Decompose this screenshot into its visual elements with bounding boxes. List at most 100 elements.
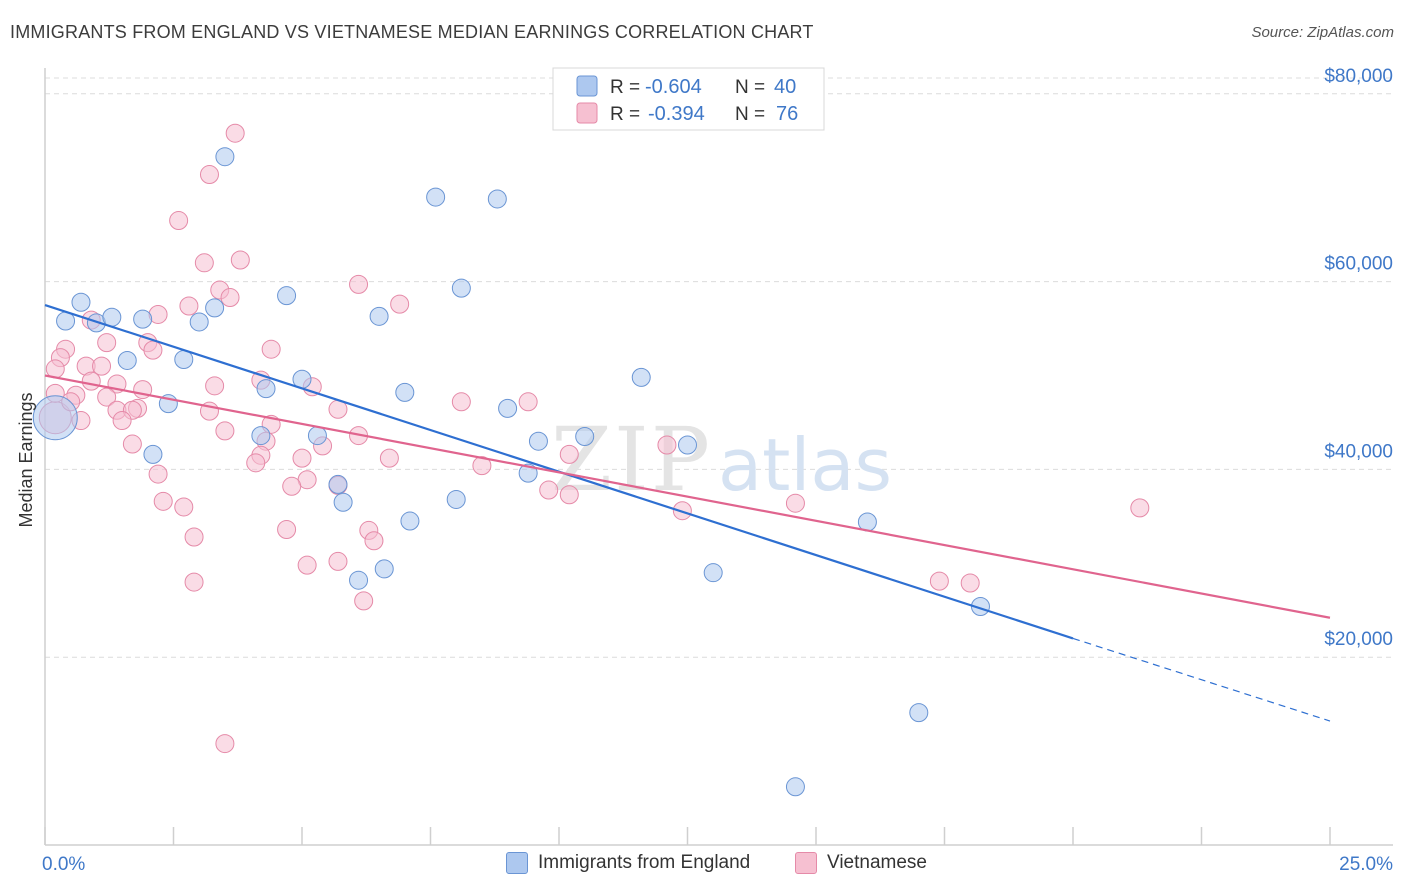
- data-point-vietnamese: [179, 296, 199, 316]
- data-point-england: [374, 559, 394, 579]
- legend-item-england[interactable]: Immigrants from England: [506, 852, 750, 874]
- data-point-england: [575, 427, 595, 447]
- data-point-vietnamese: [472, 456, 492, 476]
- data-point-vietnamese: [354, 591, 374, 611]
- data-point-england: [426, 187, 446, 207]
- data-point-vietnamese: [225, 123, 245, 143]
- watermark: ZIP atlas: [551, 408, 892, 511]
- tick-labels: $20,000 $40,000 $60,000 $80,000 0.0% 25.0%: [42, 66, 1393, 875]
- data-point-england: [631, 367, 651, 387]
- axes: [44, 68, 1393, 846]
- data-point-vietnamese: [148, 464, 168, 484]
- y-tick-label: $40,000: [1324, 441, 1393, 462]
- data-point-england: [349, 570, 369, 590]
- y-axis-title: Median Earnings: [16, 392, 36, 527]
- data-point-vietnamese: [174, 497, 194, 517]
- data-point-england: [528, 431, 548, 451]
- data-point-vietnamese: [277, 519, 297, 539]
- data-point-vietnamese: [559, 485, 579, 505]
- stats-legend-n-label-vietnamese: N =: [735, 104, 765, 125]
- data-point-vietnamese: [112, 411, 132, 431]
- stats-legend-r-label-vietnamese: R =: [610, 104, 640, 125]
- data-point-england: [498, 398, 518, 418]
- data-point-vietnamese: [364, 531, 384, 551]
- data-point-vietnamese: [246, 453, 266, 473]
- trend-line-vietnamese: [44, 374, 1331, 619]
- data-point-england: [307, 426, 327, 446]
- stats-legend-r-value-england: -0.604: [645, 76, 702, 98]
- data-point-england: [277, 286, 297, 306]
- data-point-vietnamese: [1130, 498, 1150, 518]
- data-point-england: [133, 309, 153, 329]
- data-point-vietnamese: [390, 294, 410, 314]
- data-point-vietnamese: [451, 392, 471, 412]
- legend-item-vietnamese[interactable]: Vietnamese: [795, 852, 927, 874]
- data-point-england: [678, 435, 697, 455]
- data-point-vietnamese: [169, 211, 189, 231]
- data-point-vietnamese: [184, 527, 204, 547]
- stats-legend-swatch-vietnamese: [576, 102, 598, 124]
- data-point-england: [189, 312, 209, 332]
- y-tick-label: $80,000: [1324, 66, 1393, 87]
- data-point-england: [400, 511, 420, 531]
- stats-legend-box: [552, 67, 825, 131]
- data-point-vietnamese: [220, 288, 240, 308]
- data-point-vietnamese: [143, 340, 163, 360]
- data-point-england: [703, 563, 723, 583]
- data-point-vietnamese: [960, 573, 980, 593]
- y-tick-label: $20,000: [1324, 629, 1393, 650]
- data-point-vietnamese: [122, 434, 142, 454]
- x-tick-label-min: 0.0%: [42, 854, 85, 875]
- data-point-england: [369, 306, 389, 326]
- legend-swatch-vietnamese: [795, 852, 817, 874]
- data-point-vietnamese: [657, 435, 677, 455]
- data-point-vietnamese: [785, 493, 805, 513]
- stats-legend-r-value-vietnamese: -0.394: [648, 103, 705, 125]
- stats-legend: R = -0.604 N = 40 R = -0.394 N = 76: [552, 67, 825, 131]
- stats-legend-n-value-england: 40: [774, 76, 796, 98]
- data-point-england: [32, 395, 78, 441]
- data-point-vietnamese: [215, 734, 235, 754]
- data-point-england: [251, 426, 271, 446]
- data-point-vietnamese: [261, 339, 281, 359]
- data-point-vietnamese: [97, 333, 117, 353]
- data-point-vietnamese: [230, 250, 250, 270]
- data-point-vietnamese: [559, 444, 579, 464]
- stats-legend-n-value-vietnamese: 76: [776, 103, 798, 125]
- data-point-vietnamese: [328, 551, 348, 571]
- data-point-vietnamese: [297, 555, 317, 575]
- data-point-vietnamese: [518, 392, 538, 412]
- data-point-vietnamese: [349, 274, 369, 294]
- data-point-england: [909, 703, 929, 723]
- trend-line-england-extrapolated: [1072, 637, 1331, 722]
- data-point-vietnamese: [199, 165, 219, 185]
- data-point-vietnamese: [282, 476, 302, 496]
- series-legend: Immigrants from England Vietnamese: [0, 850, 1406, 880]
- data-point-england: [205, 298, 225, 318]
- data-point-vietnamese: [292, 448, 312, 468]
- source-label: Source: ZipAtlas.com: [1251, 24, 1394, 41]
- data-point-england: [518, 463, 538, 483]
- data-point-england: [71, 292, 91, 312]
- data-point-vietnamese: [929, 571, 949, 591]
- data-point-england: [785, 777, 805, 797]
- data-point-vietnamese: [81, 371, 101, 391]
- data-point-england: [395, 382, 415, 402]
- data-point-vietnamese: [92, 356, 112, 376]
- legend-swatch-england: [506, 852, 528, 874]
- x-tick-label-max: 25.0%: [1339, 854, 1393, 875]
- data-point-vietnamese: [379, 448, 399, 468]
- data-point-england: [256, 379, 276, 399]
- data-point-england: [328, 474, 348, 494]
- trend-lines: [44, 304, 1331, 722]
- data-point-england: [215, 147, 235, 167]
- data-point-england: [451, 278, 471, 298]
- data-point-england: [333, 492, 353, 512]
- stats-legend-r-label-england: R =: [610, 77, 640, 98]
- stats-legend-swatch-england: [576, 75, 598, 97]
- data-point-vietnamese: [194, 253, 214, 273]
- data-point-vietnamese: [184, 572, 204, 592]
- y-tick-label: $60,000: [1324, 254, 1393, 275]
- data-point-england: [143, 444, 163, 464]
